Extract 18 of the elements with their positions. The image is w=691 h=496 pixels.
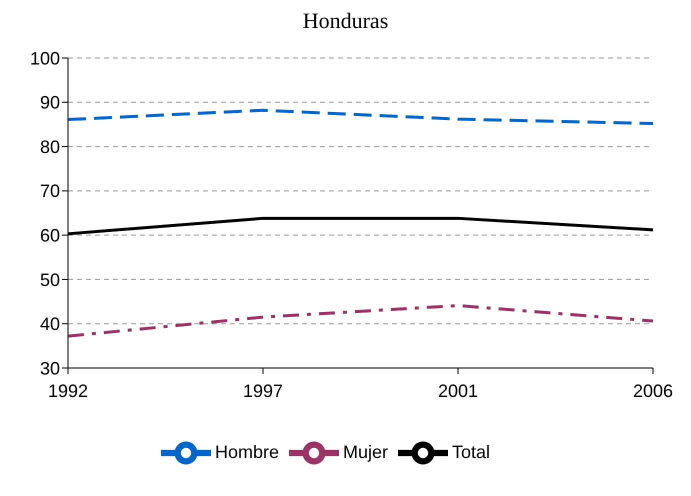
y-tick-label: 40 <box>40 314 60 334</box>
y-tick-label: 50 <box>40 270 60 290</box>
y-tick-label: 60 <box>40 226 60 246</box>
line-series <box>66 108 654 126</box>
y-tick-label: 90 <box>40 92 60 113</box>
y-tick-label: 100 <box>30 48 60 68</box>
y-tick-label: 80 <box>40 136 60 157</box>
x-tick-label: 1997 <box>242 380 284 401</box>
y-tick-label: 30 <box>40 358 60 378</box>
legend-label: Hombre <box>214 442 279 462</box>
x-tick-label: 2006 <box>632 380 674 401</box>
legend-label: Mujer <box>342 442 388 462</box>
line-series <box>66 304 654 338</box>
x-tick-label: 2001 <box>438 380 478 401</box>
y-tick-label: 70 <box>40 181 60 202</box>
x-tick-label: 1992 <box>48 380 88 401</box>
chart-title: Honduras <box>302 8 390 35</box>
legend-label: Total <box>452 442 490 462</box>
